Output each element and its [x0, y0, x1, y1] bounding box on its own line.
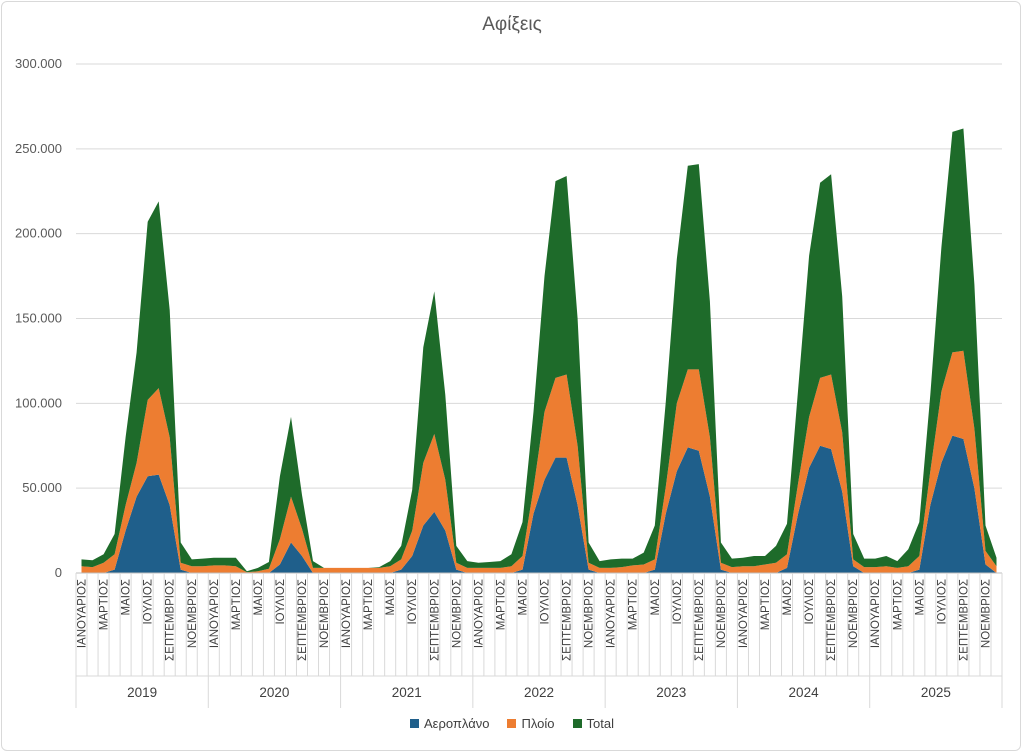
x-month-label: ΙΑΝΟΥΑΡΙΟΣ — [209, 579, 221, 648]
x-month-label: ΣΕΠΤΕΜΒΡΙΟΣ — [562, 579, 574, 661]
x-month-label: ΙΟΥΛΙΟΣ — [804, 579, 816, 625]
x-month-label: ΣΕΠΤΕΜΒΡΙΟΣ — [297, 579, 309, 661]
legend-item-ship: Πλοίο — [507, 716, 555, 731]
x-month-label: ΣΕΠΤΕΜΒΡΙΟΣ — [958, 579, 970, 661]
x-month-label: ΜΑΡΤΙΟΣ — [628, 579, 640, 630]
x-month-label: ΜΑΡΤΙΟΣ — [892, 579, 904, 630]
x-month-label: ΣΕΠΤΕΜΒΡΙΟΣ — [694, 579, 706, 661]
x-month-label: ΙΟΥΛΙΟΣ — [936, 579, 948, 625]
x-month-label: ΜΑΙΟΣ — [518, 579, 530, 616]
x-month-label: ΙΑΝΟΥΑΡΙΟΣ — [473, 579, 485, 648]
chart-title: Αφίξεις — [482, 14, 542, 35]
x-month-label: ΙΑΝΟΥΑΡΙΟΣ — [341, 579, 353, 648]
x-month-label: ΙΑΝΟΥΑΡΙΟΣ — [77, 579, 89, 648]
legend-item-total: Total — [572, 716, 614, 731]
x-month-label: ΙΑΝΟΥΑΡΙΟΣ — [606, 579, 618, 648]
legend-item-airplane: Αεροπλάνο — [410, 716, 489, 731]
x-month-label: ΝΟΕΜΒΡΙΟΣ — [716, 579, 728, 648]
x-month-label: ΜΑΙΟΣ — [782, 579, 794, 616]
x-month-label: ΙΑΝΟΥΑΡΙΟΣ — [870, 579, 882, 648]
x-month-label: ΙΑΝΟΥΑΡΙΟΣ — [738, 579, 750, 648]
area-series-2 — [81, 128, 997, 573]
x-month-label: ΙΟΥΛΙΟΣ — [540, 579, 552, 625]
x-month-label: ΜΑΡΤΙΟΣ — [231, 579, 243, 630]
legend-swatch-total — [572, 719, 582, 728]
legend: Αεροπλάνο Πλοίο Total — [0, 716, 1024, 731]
x-month-label: ΝΟΕΜΒΡΙΟΣ — [451, 579, 463, 648]
x-year-label: 2021 — [392, 685, 422, 700]
x-year-label: 2025 — [921, 685, 951, 700]
x-month-label: ΜΑΙΟΣ — [121, 579, 133, 616]
x-month-label: ΝΟΕΜΒΡΙΟΣ — [981, 579, 993, 648]
legend-swatch-airplane — [410, 719, 420, 728]
y-tick-label: 250.000 — [15, 141, 62, 156]
x-year-label: 2020 — [259, 685, 289, 700]
x-month-label: ΜΑΡΤΙΟΣ — [99, 579, 111, 630]
x-month-label: ΙΟΥΛΙΟΣ — [275, 579, 287, 625]
y-tick-label: 0 — [55, 565, 62, 580]
x-year-label: 2023 — [656, 685, 686, 700]
axes: 0 50.000 100.000 150.000 200.000 250.000 300.0… — [15, 56, 1003, 708]
x-month-label: ΝΟΕΜΒΡΙΟΣ — [187, 579, 199, 648]
y-tick-label: 100.000 — [15, 395, 62, 410]
x-month-label: ΜΑΙΟΣ — [253, 579, 265, 616]
legend-label-ship: Πλοίο — [521, 716, 555, 731]
areas — [81, 128, 997, 573]
x-month-label: ΙΟΥΛΙΟΣ — [143, 579, 155, 625]
x-month-label: ΜΑΙΟΣ — [650, 579, 662, 616]
x-month-label: ΜΑΙΟΣ — [385, 579, 397, 616]
legend-label-airplane: Αεροπλάνο — [424, 716, 490, 731]
x-month-label: ΙΟΥΛΙΟΣ — [407, 579, 419, 625]
x-month-label: ΜΑΡΤΙΟΣ — [363, 579, 375, 630]
y-tick-label: 150.000 — [15, 311, 62, 326]
area-series-0 — [81, 435, 997, 573]
x-month-label: ΜΑΡΤΙΟΣ — [760, 579, 772, 630]
x-month-label: ΜΑΙΟΣ — [914, 579, 926, 616]
x-month-label: ΣΕΠΤΕΜΒΡΙΟΣ — [429, 579, 441, 661]
x-year-label: 2024 — [789, 685, 820, 700]
area-series-1 — [81, 350, 997, 573]
x-month-label: ΣΕΠΤΕΜΒΡΙΟΣ — [826, 579, 838, 661]
x-month-label: ΜΑΡΤΙΟΣ — [495, 579, 507, 630]
legend-label-total: Total — [586, 716, 614, 731]
x-month-label: ΝΟΕΜΒΡΙΟΣ — [848, 579, 860, 648]
legend-swatch-ship — [507, 719, 517, 728]
x-month-label: ΣΕΠΤΕΜΒΡΙΟΣ — [165, 579, 177, 661]
x-month-label: ΝΟΕΜΒΡΙΟΣ — [319, 579, 331, 648]
x-month-label: ΝΟΕΜΒΡΙΟΣ — [584, 579, 596, 648]
x-year-label: 2019 — [127, 685, 157, 700]
x-year-label: 2022 — [524, 685, 554, 700]
y-tick-label: 300.000 — [15, 56, 62, 71]
y-tick-label: 50.000 — [22, 480, 62, 495]
x-month-label: ΙΟΥΛΙΟΣ — [672, 579, 684, 625]
y-tick-label: 200.000 — [15, 226, 62, 241]
